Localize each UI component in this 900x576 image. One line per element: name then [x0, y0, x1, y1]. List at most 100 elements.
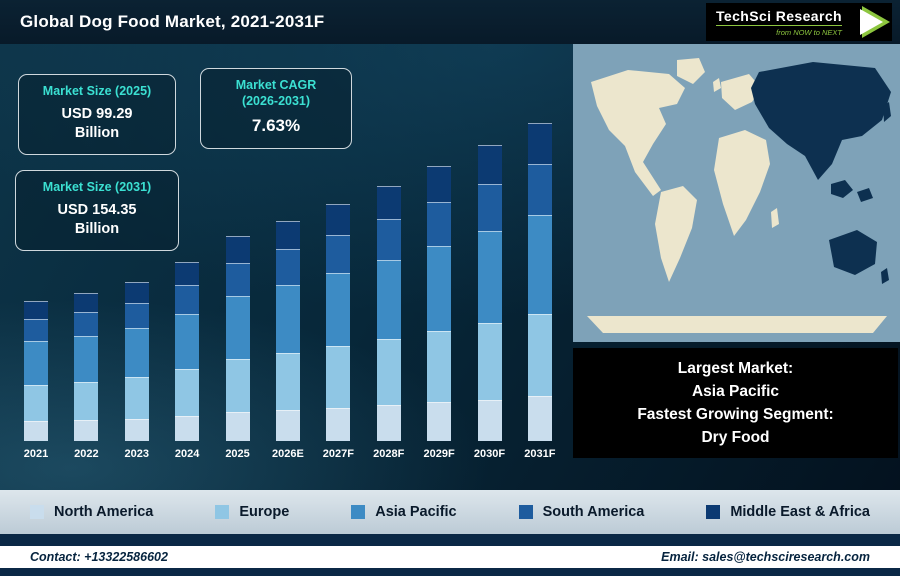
bar-segment [124, 282, 149, 303]
bar-column-2021: 2021 [14, 300, 58, 460]
bar-segment [477, 230, 502, 323]
bar-column-2025: 2025 [216, 236, 260, 460]
landmass-europe [721, 74, 761, 110]
info-box-title: Market CAGR (2026-2031) [209, 78, 343, 109]
info-title-line: (2026-2031) [241, 93, 311, 108]
bar-segment [527, 122, 552, 165]
bar-segment [175, 261, 200, 285]
market-size-2031-box: Market Size (2031) USD 154.35 Billion [15, 170, 179, 251]
bar-segment [376, 259, 401, 339]
bar-column-2022: 2022 [64, 292, 108, 460]
legend: North America Europe Asia Pacific South Ame… [0, 490, 900, 534]
largest-market-note: Largest Market: Asia Pacific Fastest Gro… [573, 348, 898, 458]
bar-segment [74, 381, 99, 421]
bar-segment [124, 328, 149, 378]
bar-stack [74, 292, 99, 441]
bar-stack [275, 220, 300, 441]
email-text: Email: sales@techsciresearch.com [661, 550, 870, 564]
bar-stack [376, 185, 401, 441]
bar-segment [376, 218, 401, 260]
bar-stack [326, 203, 351, 441]
info-title-line: Market CAGR [235, 78, 317, 92]
bar-segment [74, 311, 99, 336]
landmass-australia-highlight [829, 230, 877, 275]
landmass-antarctica [587, 316, 887, 333]
bar-segment [326, 407, 351, 441]
bar-chart: 2021 2022 2023 2024 2025 2026E 2027F 2028F 2029F… [12, 98, 564, 460]
info-value-line: USD 154.35 [57, 201, 137, 218]
bar-segment [326, 272, 351, 347]
legend-item-south-america: South America [518, 504, 645, 520]
bar-segment [124, 377, 149, 419]
bar-segment [175, 284, 200, 314]
bar-segment [24, 300, 48, 319]
bar-segment [477, 322, 502, 400]
bar-segment [527, 313, 552, 397]
info-box-value: USD 99.29 Billion [27, 105, 167, 144]
bar-segment [427, 201, 452, 246]
x-axis-label: 2023 [124, 448, 150, 460]
legend-swatch [706, 505, 721, 519]
bar-segment [326, 203, 351, 235]
bar-stack [427, 166, 452, 441]
note-line: Largest Market: [677, 359, 794, 377]
bar-segment [275, 410, 300, 441]
bar-segment [175, 415, 200, 441]
bar-stack [477, 145, 502, 441]
legend-label: Middle East & Africa [730, 504, 870, 520]
bar-column-2028f: 2028F [367, 185, 411, 460]
bar-segment [427, 166, 452, 202]
bar-segment [24, 421, 48, 441]
x-axis-label: 2028F [373, 448, 405, 460]
contact-text: Contact: +13322586602 [30, 550, 168, 564]
x-axis-label: 2021 [23, 448, 49, 460]
bar-segment [225, 295, 250, 360]
bar-segment [275, 352, 300, 411]
landmass-uk [713, 78, 721, 92]
market-size-2025-box: Market Size (2025) USD 99.29 Billion [18, 74, 176, 155]
main-area: Market Size (2025) USD 99.29 Billion Mar… [0, 44, 900, 490]
bar-column-2030f: 2030F [468, 145, 512, 460]
market-cagr-box: Market CAGR (2026-2031) 7.63% [200, 68, 352, 150]
legend-item-middle-east-africa: Middle East & Africa [706, 504, 870, 520]
legend-label: Europe [239, 504, 290, 520]
info-box-title: Market Size (2031) [42, 180, 152, 194]
legend-swatch [215, 505, 230, 519]
bar-segment [326, 346, 351, 408]
note-line: Asia Pacific [691, 382, 780, 400]
world-map [573, 44, 900, 342]
legend-item-europe: Europe [215, 504, 289, 520]
landmass-southeast-asia [831, 180, 873, 202]
footer-bar: Contact: +13322586602 Email: sales@techs… [0, 546, 900, 568]
x-axis-label: 2027F [322, 448, 354, 460]
bar-segment [427, 245, 452, 331]
bar-segment [175, 369, 200, 416]
bar-column-2031f: 2031F [518, 122, 562, 460]
bar-segment [427, 330, 452, 403]
bar-segment [326, 234, 351, 273]
x-axis-label: 2026E [272, 448, 304, 460]
bar-segment [275, 249, 300, 285]
bar-segment [527, 214, 552, 314]
landmass-new-zealand [881, 268, 889, 284]
legend-swatch [351, 505, 366, 519]
bar-segment [225, 262, 250, 296]
bar-segment [175, 313, 200, 370]
x-axis-label: 2029F [423, 448, 455, 460]
bar-segment [275, 284, 300, 353]
techsci-logo: TechSci Research from NOW to NEXT [706, 3, 892, 41]
bar-column-2027f: 2027F [316, 203, 360, 460]
bar-segment [275, 220, 300, 250]
landmass-madagascar [771, 208, 779, 228]
legend-label: South America [542, 504, 645, 520]
bar-stack [175, 261, 200, 441]
legend-item-north-america: North America [30, 504, 153, 520]
landmass-north-america [591, 70, 685, 196]
bar-segment [124, 418, 149, 441]
bar-column-2024: 2024 [165, 261, 209, 460]
bar-segment [527, 164, 552, 215]
bar-segment [376, 185, 401, 219]
bar-segment [376, 405, 401, 441]
landmass-japan [883, 102, 891, 122]
